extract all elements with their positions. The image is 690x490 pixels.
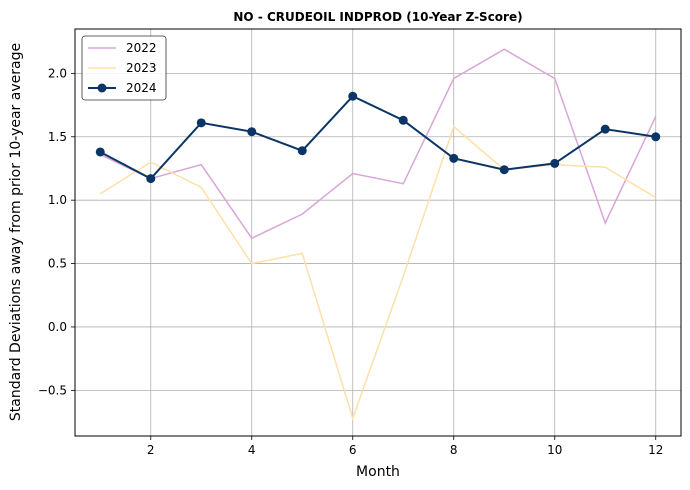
x-axis: 2 4 6 8 10 12 bbox=[147, 436, 663, 457]
data-point bbox=[196, 118, 206, 128]
data-point bbox=[348, 91, 358, 101]
data-point bbox=[499, 165, 509, 175]
y-tick-label: 0.0 bbox=[48, 320, 67, 334]
data-point bbox=[651, 132, 661, 142]
legend-entry-2022: 2022 bbox=[88, 41, 157, 55]
y-tick-label: −0.5 bbox=[38, 383, 67, 397]
legend-label: 2023 bbox=[126, 61, 157, 75]
legend-entry-2024: 2024 bbox=[88, 81, 157, 95]
legend-entry-2023: 2023 bbox=[88, 61, 157, 75]
y-tick-label: 1.5 bbox=[48, 130, 67, 144]
data-point bbox=[600, 124, 610, 134]
series-line-2023 bbox=[99, 125, 657, 421]
series-2022 bbox=[99, 48, 657, 240]
x-tick-label: 2 bbox=[147, 443, 155, 457]
legend: 2022 2023 2024 bbox=[81, 35, 167, 101]
y-axis-label: Standard Deviations away from prior 10-y… bbox=[8, 43, 24, 421]
series-group bbox=[95, 48, 661, 421]
y-tick-label: 2.0 bbox=[48, 66, 67, 80]
data-point bbox=[95, 147, 105, 157]
series-line-2024 bbox=[99, 94, 656, 180]
series-2023 bbox=[99, 125, 657, 421]
data-point bbox=[297, 146, 307, 156]
y-tick-label: 1.0 bbox=[48, 193, 67, 207]
x-tick-label: 10 bbox=[547, 443, 562, 457]
series-2024 bbox=[95, 91, 661, 184]
data-point bbox=[146, 174, 156, 184]
data-point bbox=[449, 153, 459, 163]
legend-marker bbox=[97, 83, 107, 93]
x-tick-label: 8 bbox=[450, 443, 458, 457]
data-point bbox=[398, 115, 408, 125]
data-point bbox=[550, 158, 560, 168]
legend-label: 2024 bbox=[126, 81, 157, 95]
y-tick-label: 0.5 bbox=[48, 257, 67, 271]
series-line-2022 bbox=[99, 48, 657, 240]
data-point bbox=[247, 127, 257, 137]
x-tick-label: 4 bbox=[248, 443, 256, 457]
y-axis: −0.5 0.0 0.5 1.0 1.5 2.0 bbox=[38, 66, 75, 397]
plot-frame bbox=[74, 28, 682, 437]
x-axis-label: Month bbox=[356, 464, 400, 480]
chart-title: NO - CRUDEOIL INDPROD (10-Year Z-Score) bbox=[233, 10, 522, 24]
legend-label: 2022 bbox=[126, 41, 157, 55]
x-tick-label: 6 bbox=[349, 443, 357, 457]
x-tick-label: 12 bbox=[648, 443, 663, 457]
